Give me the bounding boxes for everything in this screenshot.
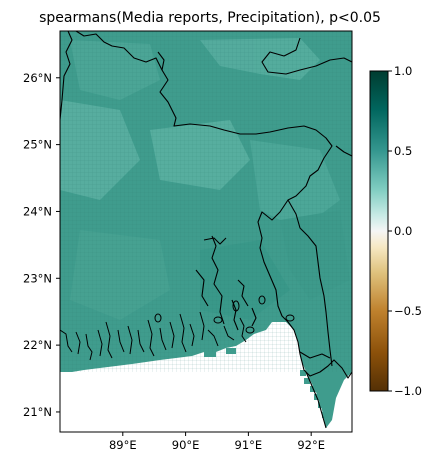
coastal-islands — [60, 295, 295, 361]
plot-frame — [59, 30, 353, 433]
x-tick-label: 92°E — [297, 438, 325, 452]
y-tick-label: 25°N — [23, 138, 52, 152]
boundaries — [60, 31, 352, 429]
colorbar: 1.0 0.5 0.0 −0.5 −1.0 — [369, 64, 422, 398]
y-tick-label: 24°N — [23, 204, 52, 218]
x-axis: 89°E 90°E 91°E 92°E — [109, 432, 325, 452]
y-tick-label: 23°N — [23, 271, 52, 285]
x-tick-label: 91°E — [235, 438, 263, 452]
colorbar-tick-label: 0.5 — [394, 144, 412, 158]
chart-title: spearmans(Media reports, Precipitation),… — [39, 10, 381, 26]
x-tick-label: 89°E — [109, 438, 137, 452]
y-axis: 21°N 22°N 23°N 24°N 25°N 26°N — [23, 71, 60, 419]
colorbar-gradient — [369, 70, 389, 392]
colorbar-tick-label: −0.5 — [394, 304, 422, 318]
colorbar-tick-label: 1.0 — [394, 64, 412, 78]
y-tick-label: 26°N — [23, 71, 52, 85]
colorbar-ticks: 1.0 0.5 0.0 −0.5 −1.0 — [388, 64, 422, 398]
y-tick-label: 21°N — [23, 405, 52, 419]
colorbar-tick-label: −1.0 — [394, 384, 422, 398]
colorbar-tick-label: 0.0 — [394, 224, 412, 238]
y-tick-label: 22°N — [23, 338, 52, 352]
grid-cells — [60, 31, 352, 372]
plot-area — [60, 31, 352, 432]
x-tick-label: 90°E — [172, 438, 200, 452]
